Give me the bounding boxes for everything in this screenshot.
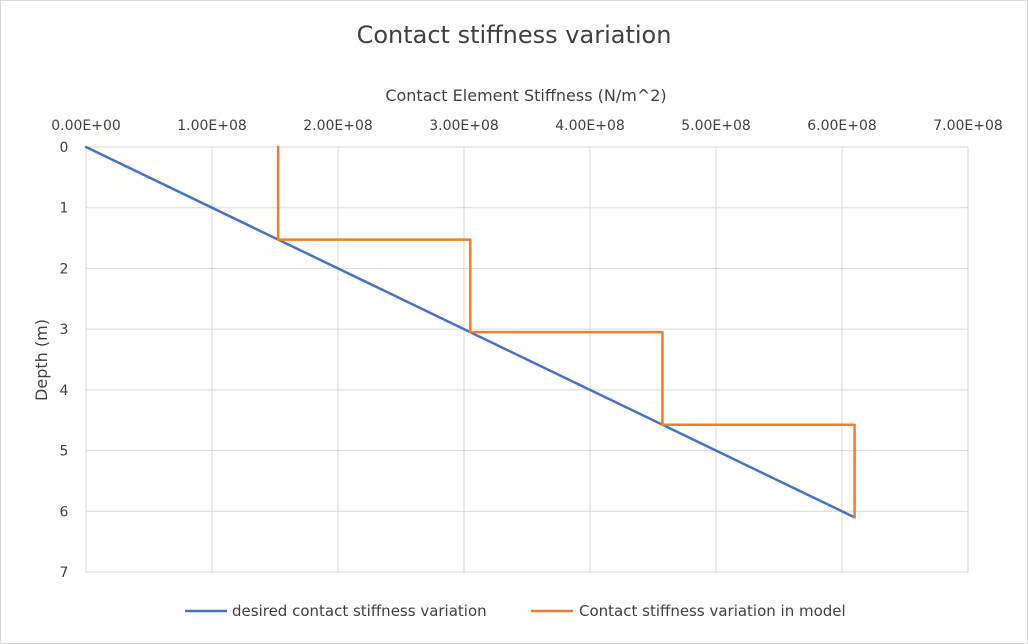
- x-tick-label: 4.00E+08: [555, 118, 625, 134]
- series-lines: [84, 145, 856, 519]
- x-tick-label: 1.00E+08: [177, 118, 247, 134]
- y-tick-label: 7: [60, 565, 69, 581]
- legend-label-2: Contact stiffness variation in model: [579, 602, 846, 620]
- x-tick-label: 6.00E+08: [807, 118, 877, 134]
- y-tick-label: 1: [60, 201, 69, 217]
- series-line-2: [276, 145, 856, 519]
- x-tick-label: 3.00E+08: [429, 118, 499, 134]
- y-axis-ticks: 0 1 2 3 4 5 6 7: [60, 140, 69, 581]
- y-tick-label: 5: [60, 444, 69, 460]
- x-axis-ticks: 0.00E+00 1.00E+08 2.00E+08 3.00E+08 4.00E+08…: [51, 118, 1003, 134]
- gridlines: [85, 146, 969, 573]
- chart-title: Contact stiffness variation: [357, 21, 672, 49]
- y-tick-label: 2: [60, 261, 69, 277]
- y-tick-label: 4: [60, 383, 69, 399]
- y-tick-label: 3: [60, 322, 69, 338]
- x-axis-title: Contact Element Stiffness (N/m^2): [385, 86, 666, 105]
- y-tick-label: 6: [60, 504, 69, 520]
- legend-label-1: desired contact stiffness variation: [232, 602, 487, 620]
- x-tick-label: 5.00E+08: [681, 118, 751, 134]
- legend: desired contact stiffness variation Conta…: [185, 602, 846, 620]
- x-tick-label: 7.00E+08: [933, 118, 1003, 134]
- x-tick-label: 2.00E+08: [303, 118, 373, 134]
- y-axis-title: Depth (m): [32, 319, 51, 401]
- x-tick-label: 0.00E+00: [51, 118, 121, 134]
- y-tick-label: 0: [60, 140, 69, 156]
